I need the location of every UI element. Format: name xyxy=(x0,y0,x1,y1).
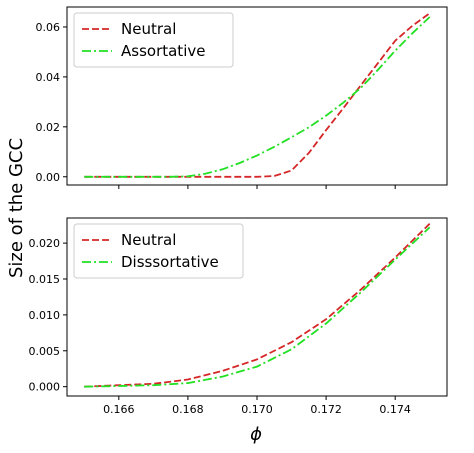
y-tick-label: 0.04 xyxy=(36,71,61,84)
y-tick-label: 0.000 xyxy=(29,381,61,394)
legend: Neutral Disssortative xyxy=(73,223,244,279)
x-axis-label: ϕ xyxy=(250,424,262,445)
series-line-neutral xyxy=(84,223,431,388)
series-line-comparison xyxy=(84,226,431,388)
y-tick-label: 0.020 xyxy=(29,237,61,250)
y-axis-label: Size of the GCC xyxy=(6,138,27,278)
x-tick-label: 0.168 xyxy=(172,403,204,416)
top-panel: 0.00 0.02 0.04 0.06 Neutral Assortative xyxy=(36,6,448,189)
y-tick-label: 0.010 xyxy=(29,309,61,322)
y-tick-label: 0.06 xyxy=(36,21,61,34)
legend-label: Disssortative xyxy=(121,253,219,271)
y-tick-label: 0.00 xyxy=(36,171,61,184)
series-line-neutral xyxy=(84,12,431,178)
y-tick-label: 0.02 xyxy=(36,121,61,134)
bottom-panel: 0.000 0.005 0.010 0.015 0.020 0.166 0.168 0.170… xyxy=(29,217,448,416)
legend-label: Neutral xyxy=(121,231,176,249)
x-tick-label: 0.172 xyxy=(310,403,342,416)
y-tick-label: 0.005 xyxy=(29,345,61,358)
x-tick-label: 0.174 xyxy=(379,403,411,416)
legend-label: Assortative xyxy=(121,42,205,60)
series-line-comparison xyxy=(84,16,431,178)
legend-label: Neutral xyxy=(121,20,176,38)
x-tick-label: 0.166 xyxy=(103,403,135,416)
legend-box xyxy=(73,12,234,68)
y-tick-label: 0.015 xyxy=(29,273,61,286)
legend-box xyxy=(73,223,244,279)
x-tick-label: 0.170 xyxy=(241,403,273,416)
legend: Neutral Assortative xyxy=(73,12,234,68)
